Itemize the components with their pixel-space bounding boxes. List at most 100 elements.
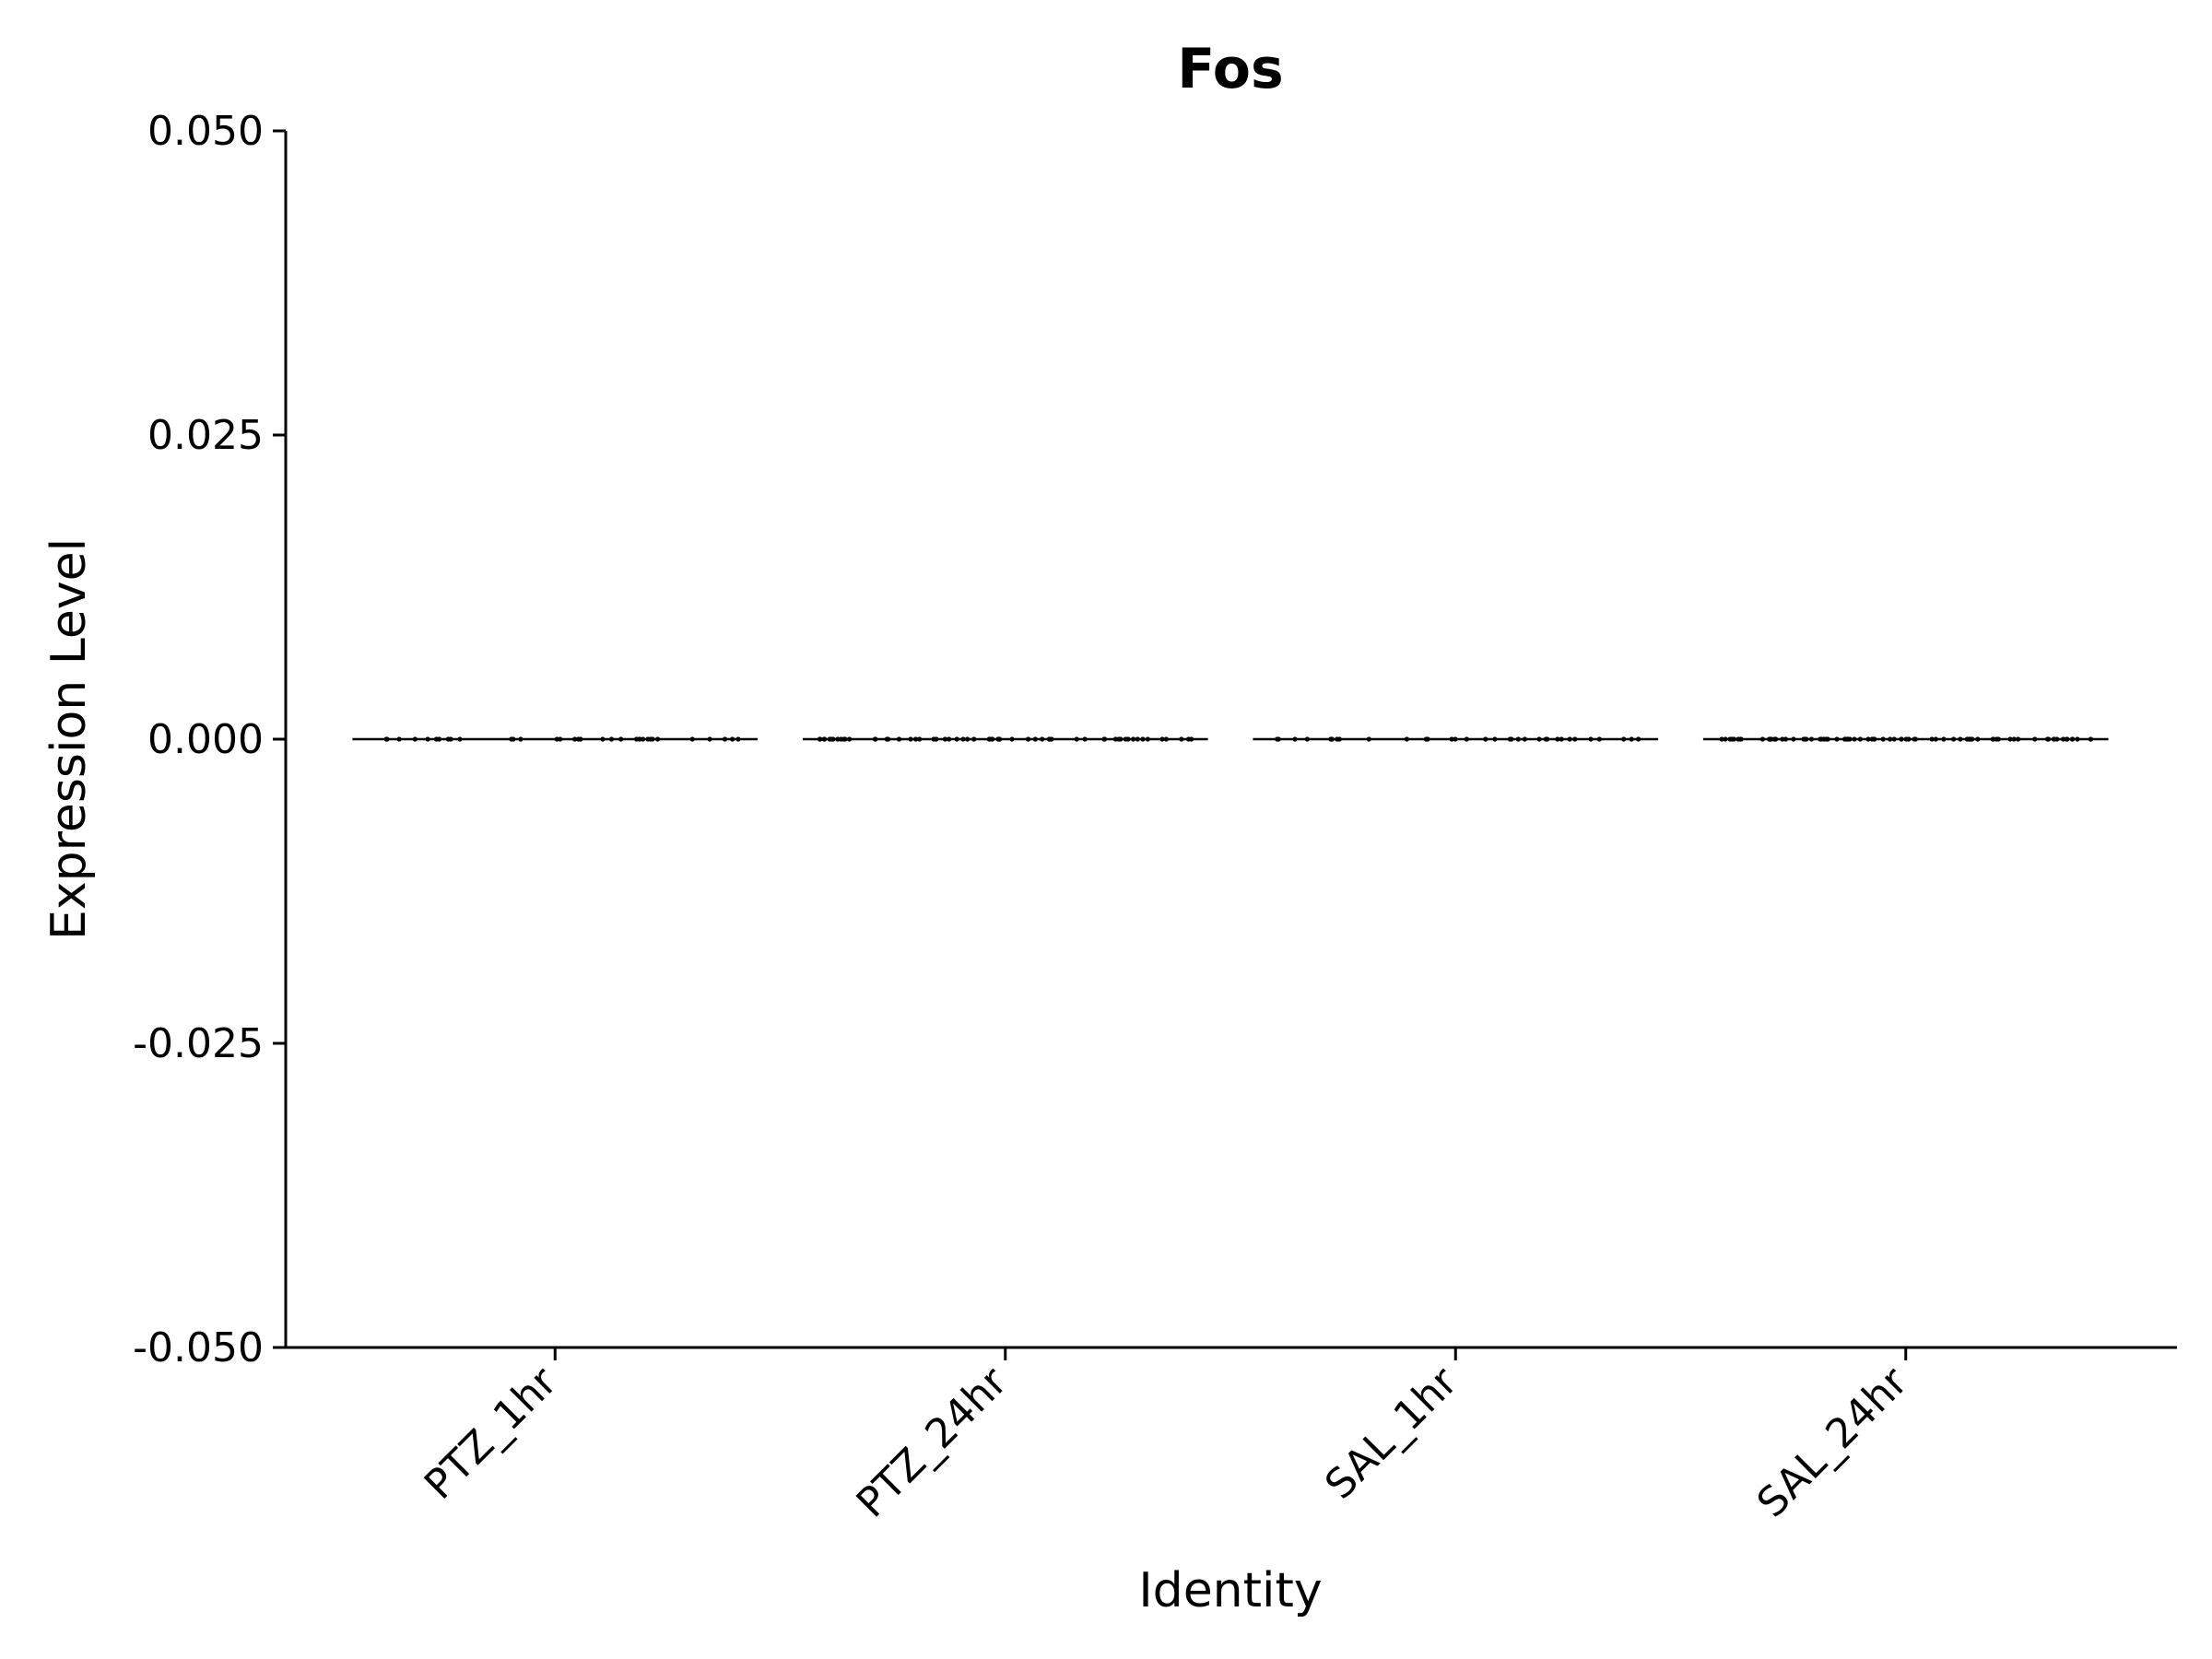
data-point-PTZ_1hr	[707, 736, 712, 742]
chart-title: Fos	[1177, 37, 1284, 101]
data-point-SAL_1hr	[1275, 736, 1280, 742]
data-point-SAL_1hr	[1464, 736, 1469, 742]
data-point-PTZ_24hr	[818, 736, 823, 742]
data-point-SAL_1hr	[1629, 736, 1634, 742]
data-point-PTZ_24hr	[886, 736, 891, 742]
data-point-PTZ_1hr	[384, 736, 390, 742]
data-point-SAL_24hr	[1891, 736, 1897, 742]
data-point-PTZ_24hr	[896, 736, 902, 742]
x-tick-label: SAL_1hr	[1316, 1358, 1467, 1509]
y-tick-label: -0.050	[133, 1324, 264, 1371]
data-point-PTZ_24hr	[1082, 736, 1088, 742]
data-point-SAL_1hr	[1336, 736, 1342, 742]
data-point-SAL_1hr	[1509, 736, 1514, 742]
data-point-PTZ_1hr	[412, 736, 418, 742]
data-point-SAL_24hr	[1958, 736, 1963, 742]
data-point-SAL_24hr	[2016, 736, 2021, 742]
data-point-PTZ_24hr	[1131, 736, 1136, 742]
data-point-PTZ_1hr	[655, 736, 661, 742]
y-tick-label: 0.000	[147, 716, 264, 763]
y-ticks: 0.050 0.025 0.000 -0.025 -0.050	[133, 108, 286, 1371]
data-point-SAL_24hr	[1871, 736, 1877, 742]
data-point-PTZ_24hr	[934, 736, 939, 742]
data-point-SAL_24hr	[1783, 736, 1789, 742]
data-point-SAL_24hr	[1933, 736, 1938, 742]
data-point-SAL_24hr	[1773, 736, 1779, 742]
data-point-PTZ_1hr	[572, 736, 578, 742]
data-point-SAL_24hr	[1951, 736, 1957, 742]
data-point-SAL_24hr	[2064, 736, 2069, 742]
data-point-SAL_24hr	[1912, 736, 1917, 742]
data-point-SAL_24hr	[2061, 736, 2066, 742]
data-point-SAL_24hr	[1852, 736, 1857, 742]
data-point-PTZ_1hr	[730, 736, 735, 742]
data-point-PTZ_24hr	[942, 736, 947, 742]
x-axis-label: Identity	[1138, 1563, 1322, 1618]
data-point-SAL_1hr	[1515, 736, 1521, 742]
data-point-PTZ_1hr	[436, 736, 442, 742]
data-point-SAL_24hr	[1759, 736, 1765, 742]
data-point-PTZ_24hr	[873, 736, 878, 742]
data-point-SAL_1hr	[1555, 736, 1560, 742]
data-point-SAL_24hr	[2046, 736, 2052, 742]
data-point-SAL_24hr	[1767, 736, 1772, 742]
data-point-PTZ_24hr	[1123, 736, 1128, 742]
data-point-PTZ_1hr	[457, 736, 463, 742]
data-point-PTZ_24hr	[1145, 736, 1150, 742]
data-point-SAL_24hr	[1737, 736, 1744, 742]
data-point-SAL_1hr	[1404, 736, 1409, 742]
data-point-SAL_1hr	[1423, 736, 1429, 742]
data-point-PTZ_24hr	[829, 736, 834, 742]
x-tick-label: SAL_24hr	[1748, 1358, 1917, 1526]
data-point-SAL_1hr	[1366, 736, 1371, 742]
data-point-SAL_1hr	[1292, 736, 1298, 742]
data-point-SAL_24hr	[1991, 736, 1996, 742]
data-point-SAL_1hr	[1453, 736, 1458, 742]
data-point-SAL_24hr	[1791, 736, 1796, 742]
data-point-SAL_24hr	[2032, 736, 2038, 742]
y-tick-label: 0.050	[147, 108, 264, 155]
data-point-PTZ_1hr	[518, 736, 524, 742]
data-point-PTZ_24hr	[990, 736, 995, 742]
data-point-SAL_24hr	[1804, 736, 1809, 742]
data-point-SAL_1hr	[1449, 736, 1454, 742]
data-point-PTZ_1hr	[689, 736, 695, 742]
data-point-PTZ_24hr	[847, 736, 853, 742]
data-point-SAL_24hr	[1975, 736, 1981, 742]
data-point-PTZ_24hr	[1140, 736, 1146, 742]
data-point-SAL_1hr	[1328, 736, 1334, 742]
data-point-SAL_1hr	[1522, 736, 1527, 742]
data-point-PTZ_24hr	[1102, 736, 1108, 742]
data-point-SAL_1hr	[1492, 736, 1498, 742]
x-tick-label: PTZ_1hr	[416, 1358, 567, 1509]
data-point-SAL_24hr	[1888, 736, 1893, 742]
data-point-SAL_24hr	[1824, 736, 1830, 742]
data-point-PTZ_1hr	[637, 736, 642, 742]
data-point-PTZ_1hr	[600, 736, 606, 742]
y-tick-label: 0.025	[147, 412, 264, 459]
data-point-PTZ_24hr	[917, 736, 923, 742]
data-point-PTZ_24hr	[1159, 736, 1165, 742]
data-point-PTZ_24hr	[908, 736, 913, 742]
data-point-PTZ_1hr	[641, 736, 646, 742]
data-point-PTZ_24hr	[1163, 736, 1169, 742]
data-point-SAL_1hr	[1636, 736, 1641, 742]
data-point-PTZ_24hr	[954, 736, 959, 742]
data-point-PTZ_24hr	[1135, 736, 1140, 742]
data-point-SAL_24hr	[1818, 736, 1824, 742]
data-point-PTZ_1hr	[558, 736, 563, 742]
data-point-PTZ_24hr	[1074, 736, 1079, 742]
data-point-SAL_24hr	[2070, 736, 2076, 742]
data-point-PTZ_24hr	[971, 736, 977, 742]
data-point-SAL_24hr	[1857, 736, 1863, 742]
data-point-SAL_24hr	[1941, 736, 1947, 742]
data-point-PTZ_24hr	[1179, 736, 1184, 742]
data-point-PTZ_24hr	[947, 736, 952, 742]
data-point-PTZ_1hr	[396, 736, 402, 742]
data-point-SAL_24hr	[1834, 736, 1840, 742]
x-tick-label: PTZ_24hr	[848, 1358, 1017, 1526]
data-point-SAL_24hr	[1842, 736, 1848, 742]
data-point-PTZ_24hr	[1009, 736, 1015, 742]
